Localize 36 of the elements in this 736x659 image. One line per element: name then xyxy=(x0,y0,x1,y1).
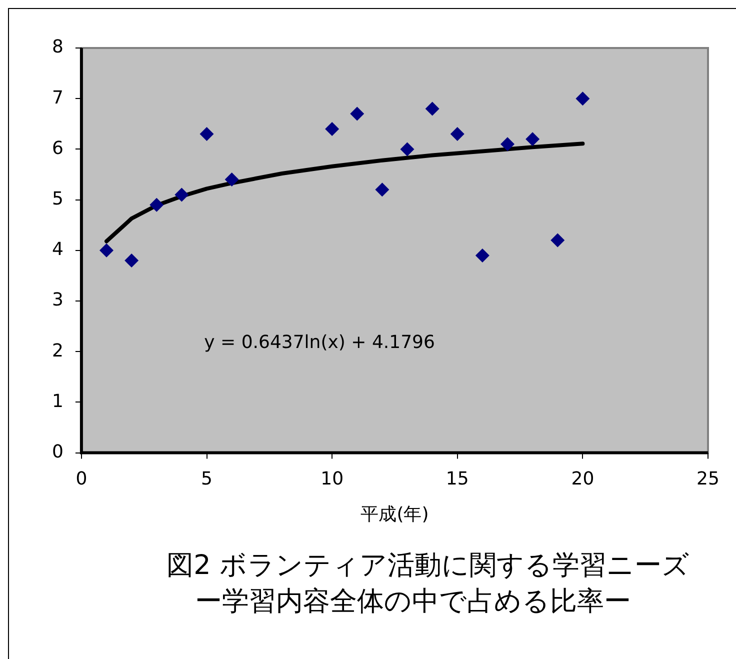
x-tick-label: 15 xyxy=(446,468,469,490)
point xyxy=(350,106,364,121)
point xyxy=(400,142,414,156)
point xyxy=(576,92,590,106)
point xyxy=(425,102,440,116)
point xyxy=(550,233,565,248)
y-tick-label: 7 xyxy=(52,87,64,108)
x-tick-label: 0 xyxy=(76,468,88,490)
point xyxy=(325,122,340,136)
point xyxy=(526,132,540,146)
point xyxy=(500,137,515,152)
y-tick-label: 6 xyxy=(52,138,64,159)
point xyxy=(450,127,464,142)
x-tick-label: 5 xyxy=(201,468,212,490)
point xyxy=(375,182,390,197)
point xyxy=(224,172,239,187)
point xyxy=(124,254,139,268)
point xyxy=(200,127,214,142)
point xyxy=(150,198,164,212)
y-tick-label: 0 xyxy=(52,441,64,462)
y-tick-label: 3 xyxy=(52,290,64,311)
point xyxy=(475,248,490,262)
y-tick-label: 5 xyxy=(52,188,64,210)
text: 図2 ボランティア活動に関する学習ニーズ xyxy=(166,549,690,583)
text: ー学習内容全体の中で占める比率ー xyxy=(194,585,632,619)
y-tick-label: 4 xyxy=(52,239,64,260)
x-tick-label: 10 xyxy=(320,468,344,490)
x-tick-label: 25 xyxy=(696,468,720,490)
y-tick-label: 1 xyxy=(52,390,64,412)
point xyxy=(100,243,114,258)
y-tick-label: 8 xyxy=(52,36,64,58)
annotation: y = 0.6437ln(x) + 4.1796 xyxy=(204,332,435,354)
point xyxy=(174,188,189,202)
y-tick-label: 2 xyxy=(52,340,64,362)
x-tick-label: 20 xyxy=(571,468,594,490)
x-axis-title: 平成(年) xyxy=(360,504,429,525)
